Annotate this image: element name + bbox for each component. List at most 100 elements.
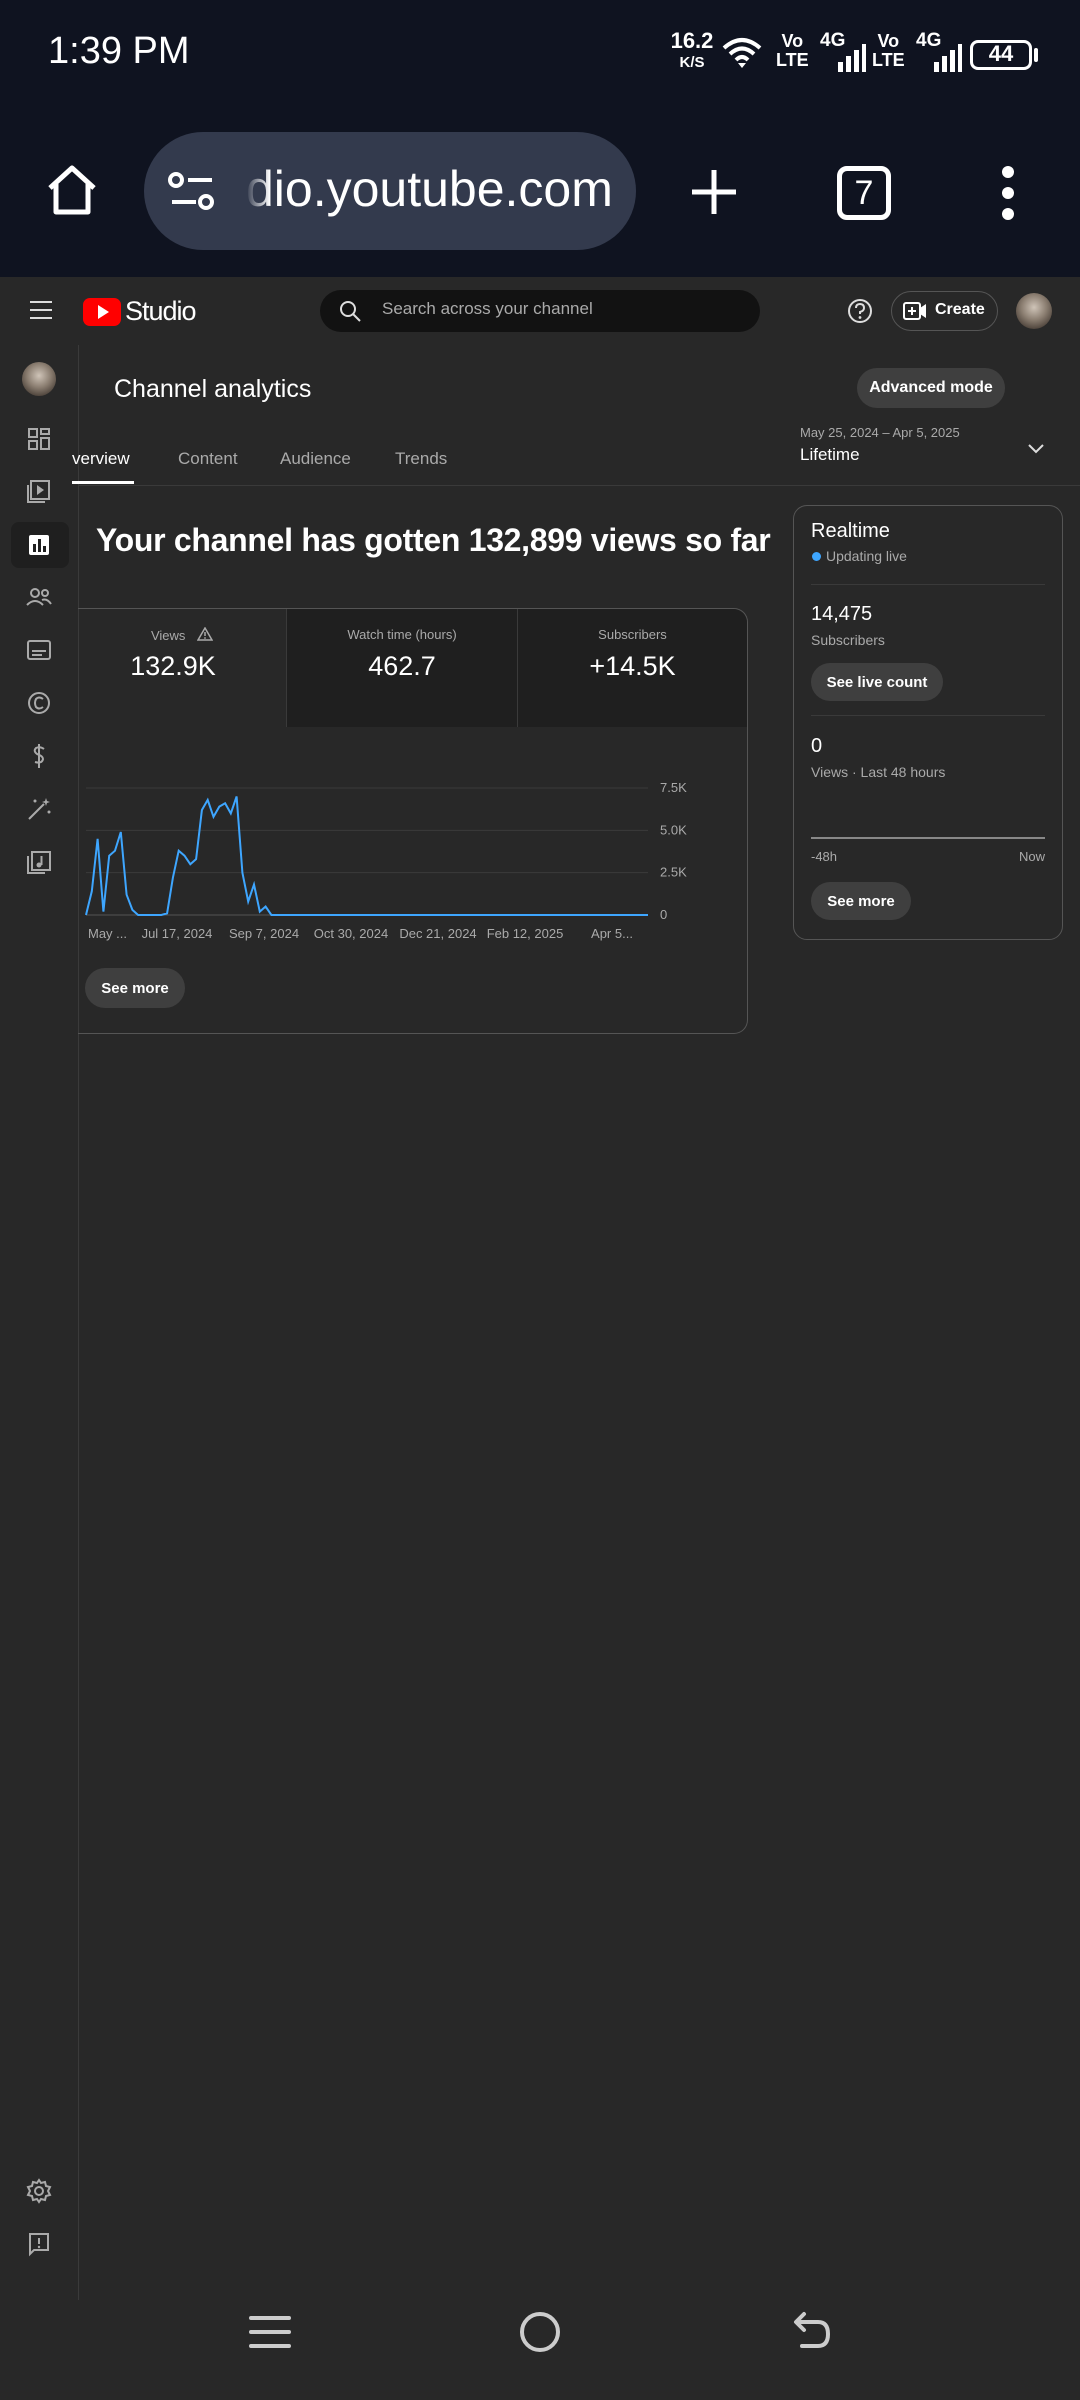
earn-icon[interactable] bbox=[20, 737, 58, 775]
account-avatar[interactable] bbox=[1016, 293, 1052, 329]
tab-content[interactable]: Content bbox=[178, 449, 238, 468]
realtime-views-value: 0 bbox=[811, 735, 823, 757]
battery-level: 44 bbox=[988, 41, 1014, 66]
sim2-volte-top: Vo bbox=[877, 31, 900, 51]
recent-apps-icon[interactable] bbox=[248, 2310, 292, 2354]
metric-divider-1 bbox=[286, 609, 287, 727]
chevron-down-icon[interactable] bbox=[1026, 438, 1046, 458]
chart-x-tick-label: Jul 17, 2024 bbox=[142, 926, 213, 941]
community-icon[interactable] bbox=[20, 578, 58, 616]
url-text[interactable]: dio.youtube.com bbox=[246, 161, 613, 217]
studio-logo[interactable]: Studio bbox=[83, 296, 197, 327]
metric-watch-time-value: 462.7 bbox=[368, 651, 436, 681]
realtime-card bbox=[793, 505, 1063, 940]
more-options-icon[interactable] bbox=[994, 164, 1022, 222]
page-title: Channel analytics bbox=[114, 375, 312, 403]
metric-views-value: 132.9K bbox=[130, 651, 216, 681]
realtime-subscribers-value: 14,475 bbox=[811, 603, 873, 625]
realtime-subscribers-label: Subscribers bbox=[811, 632, 885, 648]
feedback-icon[interactable] bbox=[20, 2225, 58, 2263]
views-line bbox=[85, 796, 648, 916]
create-button[interactable] bbox=[891, 291, 998, 331]
realtime-see-more-button[interactable]: See more bbox=[811, 882, 911, 920]
analytics-icon[interactable] bbox=[20, 526, 58, 564]
left-rail bbox=[0, 345, 79, 2300]
home-nav-icon[interactable] bbox=[518, 2310, 562, 2354]
advanced-mode-label: Advanced mode bbox=[869, 379, 993, 396]
sim1-volte: Vo LTE bbox=[776, 32, 809, 70]
date-range[interactable]: May 25, 2024 – Apr 5, 2025 bbox=[800, 425, 960, 440]
see-live-count-button[interactable]: See live count bbox=[811, 663, 943, 701]
metric-views[interactable]: Views 132.9K bbox=[78, 609, 286, 727]
signal-2-icon bbox=[934, 44, 962, 72]
realtime-axis-left: -48h bbox=[811, 849, 838, 864]
tab-trends[interactable]: Trends bbox=[395, 449, 448, 468]
realtime-title: Realtime bbox=[811, 520, 890, 542]
realtime-divider-1 bbox=[811, 584, 1045, 585]
search-box[interactable] bbox=[320, 290, 760, 332]
search-input[interactable]: Search across your channel bbox=[382, 299, 593, 318]
site-settings-icon[interactable] bbox=[168, 170, 216, 214]
subtitles-icon[interactable] bbox=[20, 631, 58, 669]
overview-card bbox=[78, 608, 748, 1034]
period-select[interactable]: Lifetime bbox=[800, 445, 860, 464]
metric-views-label-row: Views bbox=[78, 626, 286, 643]
chart-x-tick-label: May ... bbox=[88, 926, 127, 941]
settings-icon[interactable] bbox=[20, 2172, 58, 2210]
net-speed: 16.2 K/S bbox=[670, 30, 714, 74]
realtime-views-label: Views · Last 48 hours bbox=[811, 764, 946, 780]
search-icon[interactable] bbox=[338, 299, 362, 323]
sim1-volte-top: Vo bbox=[781, 31, 804, 51]
content-icon[interactable] bbox=[20, 472, 58, 510]
realtime-axis-right: Now bbox=[1018, 849, 1045, 864]
views-headline: Your channel has gotten 132,899 views so… bbox=[96, 522, 771, 558]
create-video-icon bbox=[903, 302, 926, 320]
sim1-volte-bottom: LTE bbox=[776, 50, 809, 70]
address-bar[interactable] bbox=[144, 132, 636, 250]
youtube-logo-icon bbox=[83, 297, 121, 326]
metric-divider-2 bbox=[517, 609, 518, 727]
dashboard-icon[interactable] bbox=[20, 420, 58, 458]
url-fade bbox=[246, 160, 270, 220]
chart-x-tick-label: Feb 12, 2025 bbox=[487, 926, 564, 941]
audio-library-icon[interactable] bbox=[20, 843, 58, 881]
chart-x-tick-label: Sep 7, 2024 bbox=[229, 926, 299, 941]
tab-count: 7 bbox=[854, 173, 874, 212]
tab-active-indicator bbox=[72, 481, 134, 484]
warning-triangle-icon bbox=[196, 626, 214, 641]
tab-audience[interactable]: Audience bbox=[280, 449, 351, 468]
chart-y-ticks: 7.5K 5.0K 2.5K 0 bbox=[660, 780, 687, 922]
overview-see-more-button[interactable]: See more bbox=[85, 968, 185, 1008]
studio-logo-text: Studio bbox=[125, 296, 197, 326]
home-icon[interactable] bbox=[42, 160, 102, 220]
back-icon[interactable] bbox=[788, 2310, 832, 2354]
views-chart[interactable]: 7.5K 5.0K 2.5K 0 May ... Jul 17, 2024 Sep 7, … bbox=[78, 760, 718, 950]
help-icon[interactable] bbox=[847, 298, 873, 324]
net-speed-value: 16.2 bbox=[670, 28, 714, 53]
tab-overview[interactable]: verview bbox=[72, 449, 130, 468]
sim1-gen: 4G bbox=[820, 30, 846, 51]
wifi-icon bbox=[722, 38, 762, 68]
menu-icon[interactable] bbox=[28, 299, 54, 321]
customization-icon[interactable] bbox=[20, 790, 58, 828]
create-label: Create bbox=[935, 301, 985, 318]
sim2-volte-bottom: LTE bbox=[872, 50, 905, 70]
metric-views-label: Views bbox=[150, 628, 186, 643]
copyright-icon[interactable] bbox=[20, 684, 58, 722]
sim2-volte: Vo LTE bbox=[872, 32, 905, 70]
tab-switcher-button[interactable]: 7 bbox=[837, 166, 891, 220]
battery-tip bbox=[1034, 48, 1038, 62]
channel-avatar[interactable] bbox=[22, 362, 56, 396]
status-time: 1:39 PM bbox=[48, 30, 190, 72]
chart-y-tick-label: 5.0K bbox=[660, 822, 687, 837]
metric-watch-time[interactable]: Watch time (hours) 462.7 bbox=[287, 609, 517, 727]
chart-x-ticks: May ... Jul 17, 2024 Sep 7, 2024 Oct 30, 20… bbox=[88, 926, 633, 941]
net-speed-unit: K/S bbox=[679, 54, 705, 71]
new-tab-icon[interactable] bbox=[688, 166, 740, 218]
chart-y-tick-label: 7.5K bbox=[660, 780, 687, 795]
advanced-mode-button[interactable] bbox=[857, 368, 1005, 408]
status-bar: 1:39 PM 16.2 K/S Vo LTE 4G Vo LTE 4G 44 bbox=[0, 0, 1080, 110]
metric-subscribers[interactable]: Subscribers +14.5K bbox=[518, 609, 747, 727]
metric-watch-time-label: Watch time (hours) bbox=[347, 627, 457, 642]
chart-x-tick-label: Oct 30, 2024 bbox=[314, 926, 388, 941]
